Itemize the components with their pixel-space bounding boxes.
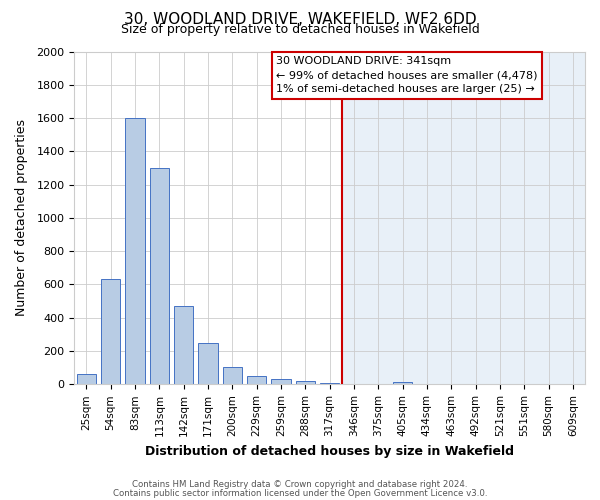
Text: Size of property relative to detached houses in Wakefield: Size of property relative to detached ho… <box>121 24 479 36</box>
Bar <box>271 380 290 384</box>
Bar <box>296 381 315 384</box>
Bar <box>77 374 96 384</box>
Text: 30, WOODLAND DRIVE, WAKEFIELD, WF2 6DD: 30, WOODLAND DRIVE, WAKEFIELD, WF2 6DD <box>124 12 476 28</box>
Bar <box>101 280 121 384</box>
Text: Contains HM Land Registry data © Crown copyright and database right 2024.: Contains HM Land Registry data © Crown c… <box>132 480 468 489</box>
X-axis label: Distribution of detached houses by size in Wakefield: Distribution of detached houses by size … <box>145 444 514 458</box>
Text: 30 WOODLAND DRIVE: 341sqm
← 99% of detached houses are smaller (4,478)
1% of sem: 30 WOODLAND DRIVE: 341sqm ← 99% of detac… <box>276 56 538 94</box>
Text: Contains public sector information licensed under the Open Government Licence v3: Contains public sector information licen… <box>113 488 487 498</box>
Bar <box>198 342 218 384</box>
Bar <box>149 168 169 384</box>
Y-axis label: Number of detached properties: Number of detached properties <box>15 120 28 316</box>
Bar <box>174 306 193 384</box>
Bar <box>125 118 145 384</box>
Bar <box>342 52 585 384</box>
Bar <box>247 376 266 384</box>
Bar <box>393 382 412 384</box>
Bar <box>223 367 242 384</box>
